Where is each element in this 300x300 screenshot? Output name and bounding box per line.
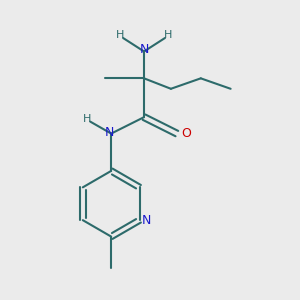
Text: H: H	[164, 30, 172, 40]
Text: N: N	[105, 126, 114, 139]
Text: O: O	[181, 127, 191, 140]
Text: N: N	[139, 44, 149, 56]
Text: H: H	[83, 114, 92, 124]
Text: H: H	[116, 30, 124, 40]
Text: N: N	[141, 214, 151, 227]
